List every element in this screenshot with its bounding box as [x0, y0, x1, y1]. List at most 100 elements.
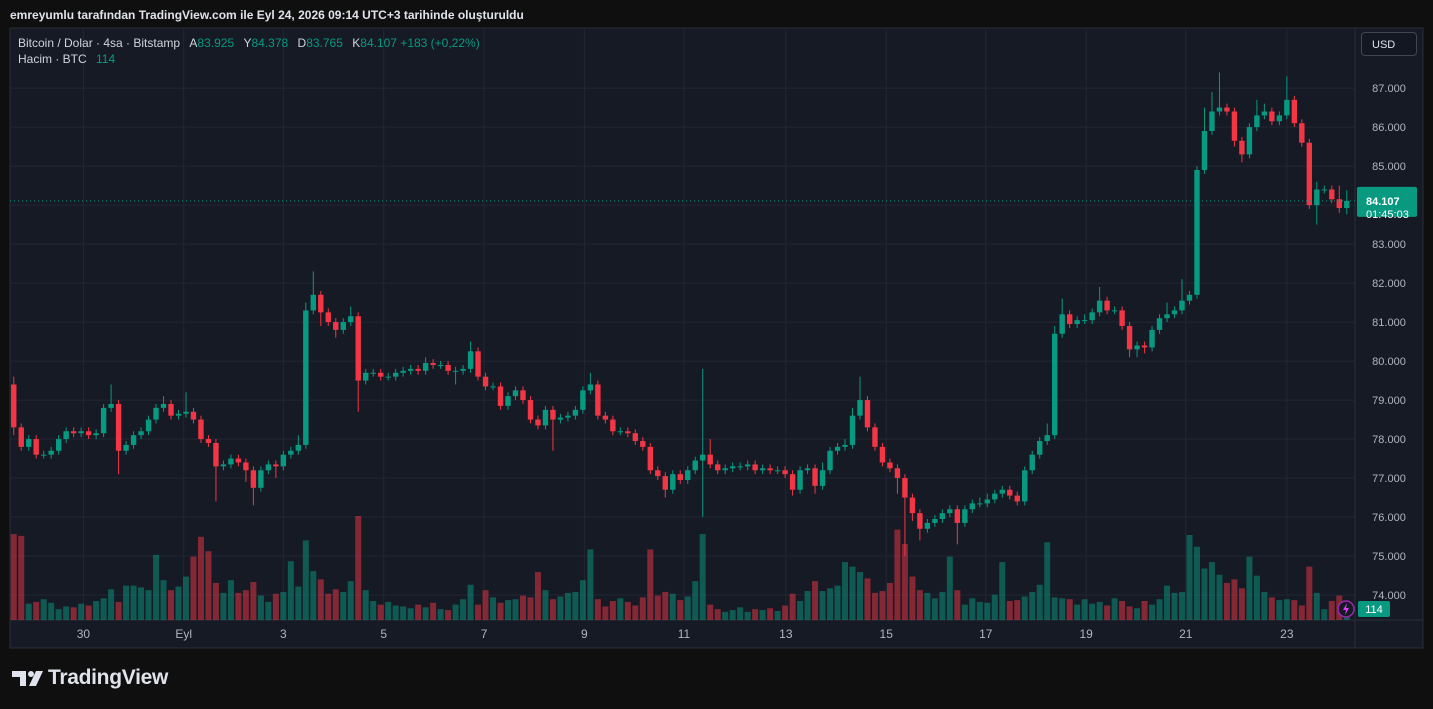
candle-body [85, 431, 92, 436]
candle-body [303, 310, 309, 445]
volume-bar [212, 582, 219, 620]
candle-body [475, 351, 481, 377]
candle-body [1074, 320, 1080, 325]
volume-bar [1201, 568, 1208, 620]
brand: TradingView [48, 666, 169, 689]
volume-bar [939, 591, 946, 620]
volume-bar [714, 609, 721, 620]
candle-body [1059, 314, 1065, 334]
candle-body [602, 415, 609, 420]
volume-bar [782, 605, 789, 620]
candle-body [160, 403, 167, 408]
volume-bar [490, 597, 497, 620]
candle-body [63, 431, 69, 440]
currency-button[interactable]: USD [1361, 32, 1417, 56]
volume-bar [145, 590, 152, 620]
volume-bar [587, 549, 594, 620]
y-tick-label: 78.000 [1372, 434, 1406, 446]
volume-bar [1149, 604, 1156, 620]
candle-body [842, 444, 848, 447]
volume-bar [1014, 600, 1021, 620]
volume-bar [115, 601, 122, 620]
volume-bar [497, 602, 504, 620]
candle-body [310, 294, 316, 311]
volume-bar [827, 588, 834, 620]
x-tick-label: 7 [481, 627, 488, 641]
volume-bar [1104, 605, 1111, 620]
candle-body [1321, 189, 1327, 191]
volume-bar [774, 610, 781, 620]
volume-bar [153, 554, 160, 620]
volume-bar [564, 592, 571, 620]
candle-body [872, 427, 878, 447]
volume-bar [227, 580, 234, 620]
candle-body [1119, 310, 1125, 326]
volume-bar [639, 597, 646, 620]
x-tick-label: Eyl [175, 627, 192, 641]
candle-body [827, 450, 833, 471]
candle-body [1029, 454, 1035, 471]
legend-row: Hacim · BTC 114 [18, 51, 480, 67]
candle-body [640, 441, 646, 447]
volume-bar [108, 589, 115, 620]
candle-body [1314, 189, 1320, 206]
candle-body [467, 351, 474, 369]
candle-body [647, 446, 653, 471]
volume-alert-icon[interactable] [1337, 600, 1355, 618]
grid [10, 28, 1355, 620]
volume-bar [1186, 534, 1193, 620]
y-tick-label: 77.000 [1372, 473, 1406, 485]
candle-body [407, 368, 414, 371]
volume-bar [1313, 592, 1320, 620]
candle-body [1022, 470, 1028, 502]
candle-body [782, 470, 788, 475]
candle-body [258, 470, 264, 488]
candle-body [977, 503, 983, 505]
candle-body [11, 384, 17, 428]
volume-bar [871, 592, 878, 620]
overlay-layer: 74.000 75.000 76.000 77.000 78.000 79.000 80.0… [10, 83, 1417, 641]
volume-bar [460, 599, 467, 620]
candle-body [377, 372, 384, 377]
x-tick-label: 9 [581, 627, 588, 641]
x-tick-label: 5 [380, 627, 387, 641]
volume-bar [812, 581, 819, 620]
volume-bar [160, 580, 167, 620]
candle-body [48, 450, 54, 455]
candle-body [392, 372, 399, 377]
candle-body [497, 386, 504, 406]
volume-bar [445, 610, 452, 620]
y-tick-label: 87.000 [1372, 83, 1406, 95]
volume-bar [1006, 601, 1013, 620]
volume-bar [1044, 542, 1051, 620]
volume-bar [265, 601, 272, 620]
volume-bar [512, 599, 519, 620]
volume-bar [1111, 598, 1118, 620]
volume-bar [430, 602, 437, 620]
candle-body [550, 409, 556, 420]
candle-body [340, 322, 346, 330]
change-label: +183 (+0,22%) [400, 36, 480, 50]
candle-body [1089, 312, 1095, 321]
ohlc-label: D [297, 36, 307, 50]
y-tick-label: 74.000 [1372, 590, 1406, 602]
candle-body [190, 411, 197, 420]
candle-body [1194, 169, 1200, 295]
candle-body [115, 403, 122, 451]
candle-body [183, 411, 189, 414]
volume-bar [692, 581, 699, 620]
volume-bar [1328, 601, 1335, 620]
candle-body [175, 413, 182, 416]
candle-body [924, 522, 931, 529]
candle-body [722, 468, 728, 471]
volume-bar [999, 562, 1006, 620]
candle-body [1111, 310, 1118, 312]
x-tick-label: 23 [1280, 627, 1294, 641]
candle-body [662, 476, 668, 490]
volume-bar [70, 607, 77, 620]
volume-bar [437, 609, 444, 620]
candle-body [415, 368, 421, 371]
y-tick-label: 76.000 [1372, 512, 1406, 524]
candle-body [93, 433, 99, 436]
volume-bar [767, 608, 774, 620]
